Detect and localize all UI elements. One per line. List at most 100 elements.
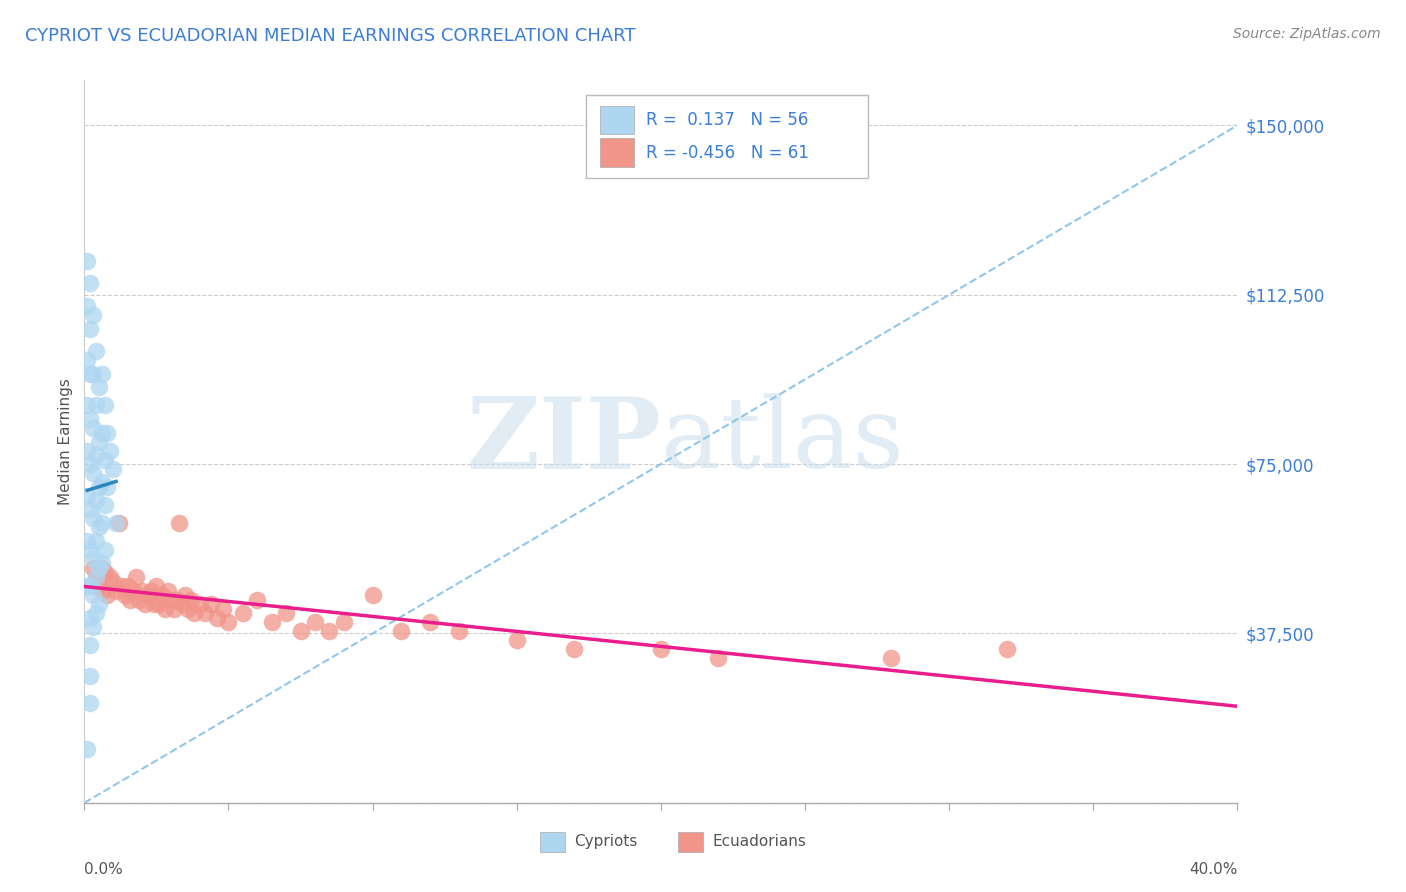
- Point: [76, 489, 98, 503]
- Point: [150, 588, 173, 602]
- Bar: [540, 831, 565, 852]
- Point: [163, 601, 186, 615]
- Point: [87, 597, 110, 611]
- Point: [205, 610, 228, 624]
- Point: [117, 579, 139, 593]
- Point: [93, 398, 115, 412]
- Point: [79, 367, 101, 381]
- Point: [200, 597, 222, 611]
- Point: [145, 579, 167, 593]
- Point: [84, 533, 107, 548]
- Point: [156, 583, 179, 598]
- Point: [304, 615, 326, 630]
- Text: 40.0%: 40.0%: [1189, 862, 1237, 877]
- Point: [103, 574, 124, 589]
- Point: [111, 579, 134, 593]
- Point: [76, 353, 98, 368]
- Point: [419, 615, 441, 630]
- Point: [361, 588, 384, 602]
- Text: atlas: atlas: [661, 393, 904, 490]
- Point: [79, 502, 101, 516]
- Point: [139, 583, 162, 598]
- Point: [122, 583, 145, 598]
- Point: [707, 651, 730, 665]
- Point: [995, 642, 1018, 657]
- Point: [103, 461, 124, 475]
- Point: [153, 601, 176, 615]
- Point: [76, 253, 98, 268]
- Point: [79, 321, 101, 335]
- Point: [76, 533, 98, 548]
- Point: [82, 552, 104, 566]
- Point: [87, 520, 110, 534]
- Point: [183, 606, 205, 620]
- Point: [90, 557, 112, 571]
- Point: [160, 592, 183, 607]
- Point: [290, 624, 312, 639]
- Y-axis label: Median Earnings: Median Earnings: [58, 378, 73, 505]
- Point: [211, 601, 233, 615]
- Point: [449, 624, 471, 639]
- Point: [87, 561, 110, 575]
- Point: [114, 588, 136, 602]
- Point: [506, 633, 529, 648]
- Text: Ecuadorians: Ecuadorians: [713, 834, 807, 849]
- Point: [82, 421, 104, 435]
- Point: [79, 669, 101, 683]
- Point: [98, 570, 121, 584]
- Point: [232, 606, 254, 620]
- Point: [79, 277, 101, 291]
- Point: [90, 367, 112, 381]
- Point: [169, 516, 191, 530]
- Point: [87, 434, 110, 449]
- Point: [84, 448, 107, 462]
- Point: [96, 588, 118, 602]
- Text: Source: ZipAtlas.com: Source: ZipAtlas.com: [1233, 27, 1381, 41]
- Text: R = -0.456   N = 61: R = -0.456 N = 61: [645, 144, 808, 161]
- Point: [131, 583, 153, 598]
- Point: [96, 425, 118, 440]
- Point: [90, 561, 112, 575]
- Point: [93, 566, 115, 580]
- Point: [148, 597, 170, 611]
- Point: [391, 624, 413, 639]
- Point: [84, 606, 107, 620]
- Point: [79, 579, 101, 593]
- Point: [188, 597, 211, 611]
- Point: [333, 615, 356, 630]
- Point: [880, 651, 903, 665]
- Point: [90, 583, 112, 598]
- Point: [79, 412, 101, 426]
- Point: [90, 425, 112, 440]
- Point: [82, 367, 104, 381]
- Point: [564, 642, 586, 657]
- Point: [120, 592, 142, 607]
- Point: [650, 642, 672, 657]
- Point: [93, 498, 115, 512]
- Point: [134, 597, 156, 611]
- Bar: [600, 138, 634, 167]
- Text: R =  0.137   N = 56: R = 0.137 N = 56: [645, 111, 808, 129]
- Point: [90, 475, 112, 490]
- Point: [96, 480, 118, 494]
- Point: [82, 588, 104, 602]
- Point: [276, 606, 298, 620]
- Point: [218, 615, 240, 630]
- Point: [76, 741, 98, 756]
- Point: [98, 443, 121, 458]
- Point: [79, 697, 101, 711]
- Point: [76, 398, 98, 412]
- Bar: [678, 831, 703, 852]
- Point: [82, 308, 104, 322]
- Point: [260, 615, 283, 630]
- Point: [108, 516, 131, 530]
- Point: [172, 597, 194, 611]
- Point: [84, 344, 107, 359]
- Point: [246, 592, 269, 607]
- Point: [79, 542, 101, 557]
- Point: [87, 380, 110, 394]
- Text: CYPRIOT VS ECUADORIAN MEDIAN EARNINGS CORRELATION CHART: CYPRIOT VS ECUADORIAN MEDIAN EARNINGS CO…: [25, 27, 636, 45]
- Point: [125, 570, 148, 584]
- Point: [180, 592, 202, 607]
- Point: [90, 516, 112, 530]
